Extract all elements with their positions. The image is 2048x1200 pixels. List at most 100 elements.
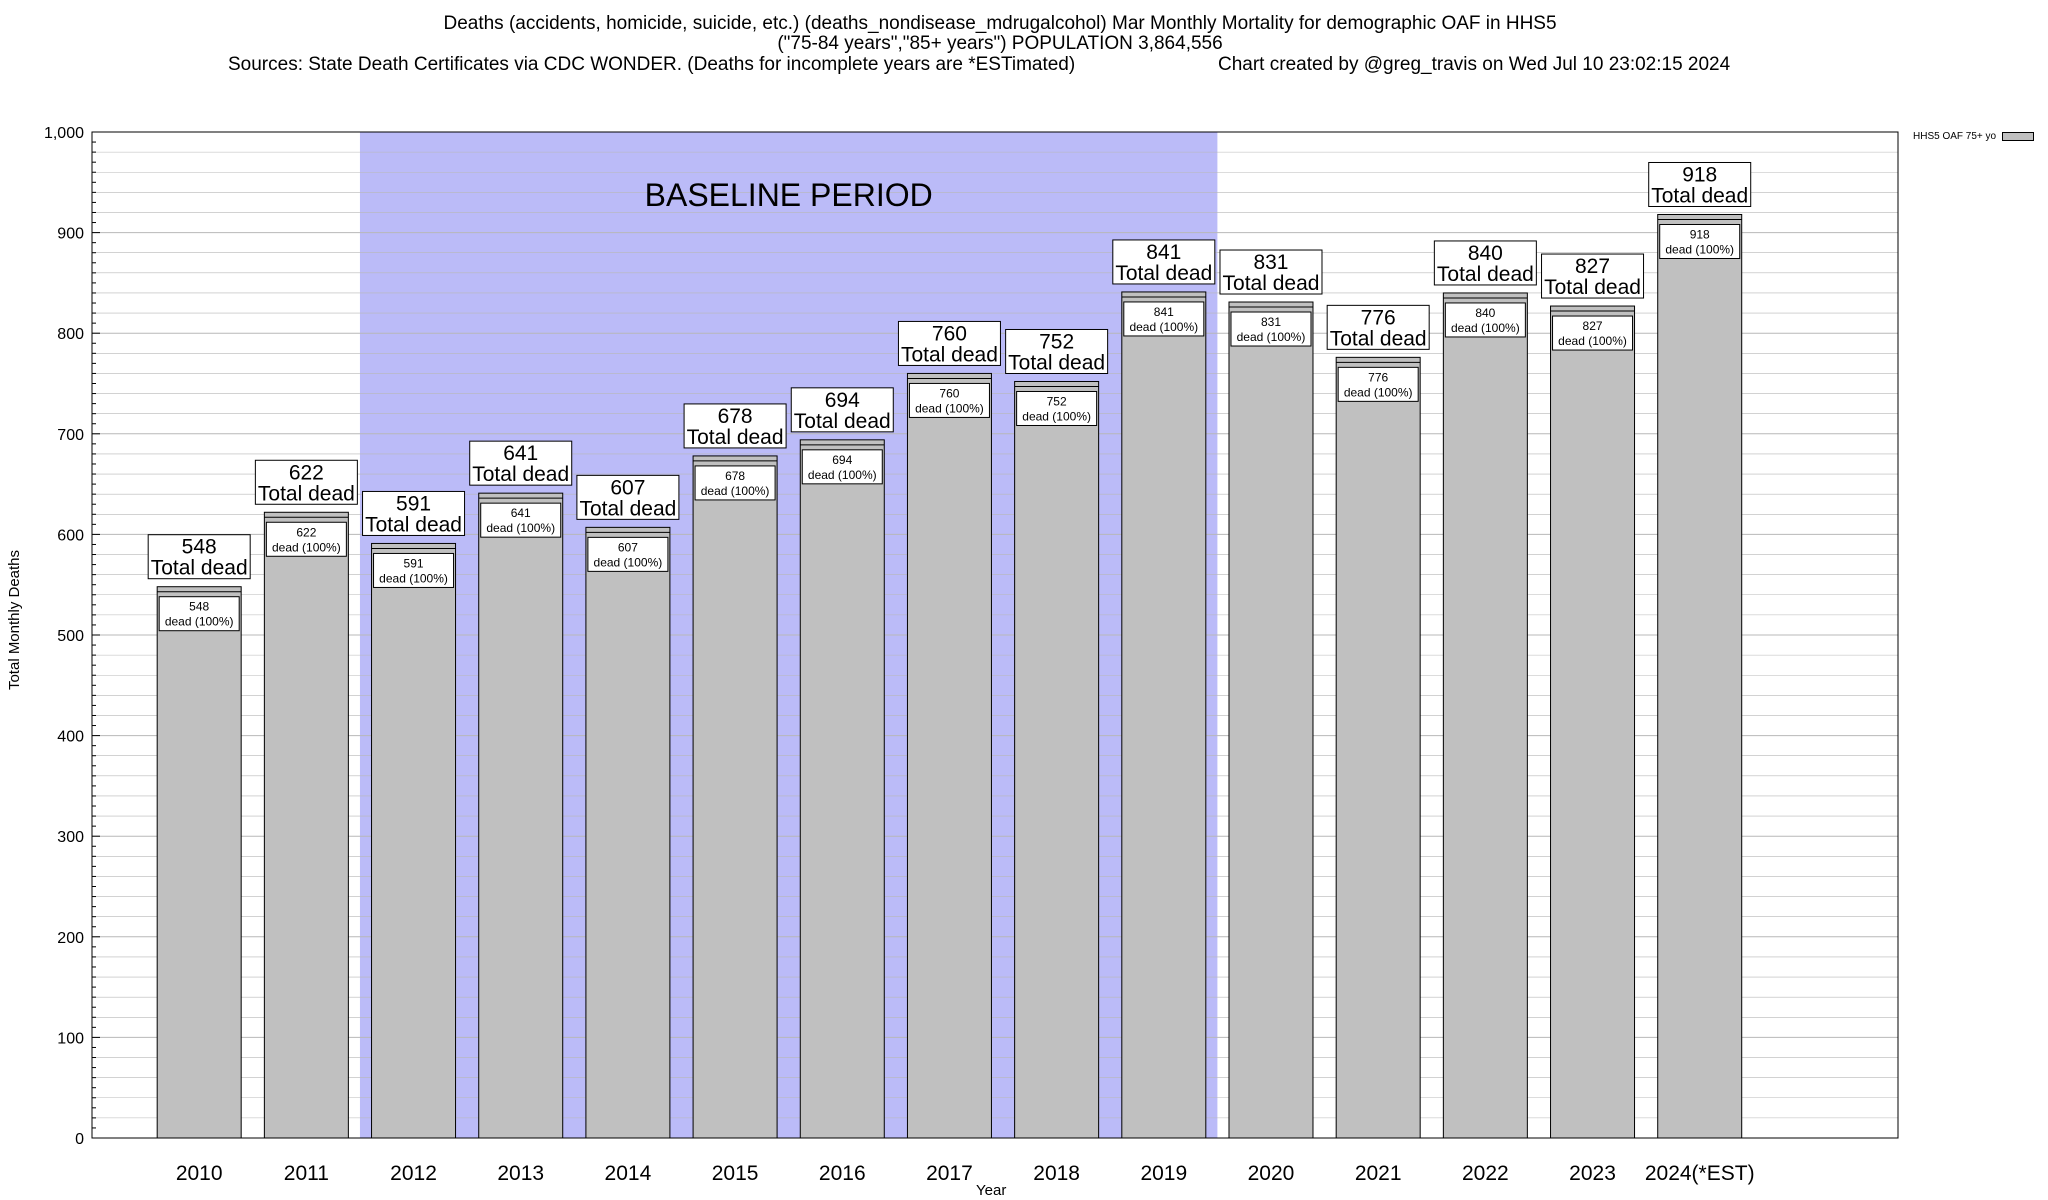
y-tick-label: 600 <box>57 527 84 544</box>
total-label-box <box>147 534 251 580</box>
x-tick-label: 2021 <box>1355 1162 1402 1185</box>
y-axis-label: Total Monthly Deaths <box>6 549 23 691</box>
total-value-label: 548 <box>182 536 217 559</box>
plot-frame <box>91 131 1899 1139</box>
inner-dead-label: dead (100%) <box>1022 409 1091 423</box>
y-tick-label: 900 <box>57 226 84 243</box>
y-tick-label: 700 <box>57 427 84 444</box>
total-value-label: 641 <box>503 442 538 465</box>
inner-label-box <box>1552 315 1634 351</box>
inner-label-box <box>373 552 455 588</box>
inner-value-label: 831 <box>1261 315 1281 329</box>
total-value-label: 622 <box>289 461 324 484</box>
inner-dead-label: dead (100%) <box>1237 330 1306 344</box>
total-value-label: 776 <box>1361 306 1396 329</box>
total-value-label: 831 <box>1253 251 1288 274</box>
inner-value-label: 840 <box>1475 306 1495 320</box>
y-tick-label: 800 <box>57 326 84 343</box>
inner-value-label: 678 <box>725 469 745 483</box>
inner-value-label: 760 <box>939 386 959 400</box>
total-label-box <box>362 490 466 536</box>
total-value-label: 694 <box>825 389 860 412</box>
total-value-label: 827 <box>1575 255 1610 278</box>
inner-label-box <box>1123 301 1205 337</box>
inner-value-label: 776 <box>1368 370 1388 384</box>
total-label-box <box>254 459 358 505</box>
bar <box>906 372 992 1139</box>
inner-value-label: 548 <box>189 600 209 614</box>
x-tick-label: 2011 <box>284 1162 329 1185</box>
inner-value-label: 752 <box>1047 394 1067 408</box>
total-value-label: 918 <box>1682 163 1717 186</box>
bar <box>799 439 885 1139</box>
total-value-label: 760 <box>932 322 967 345</box>
y-tick-label: 500 <box>57 628 84 645</box>
inner-label-box <box>1659 223 1741 259</box>
total-label-box <box>897 320 1001 366</box>
total-value-label: 752 <box>1039 330 1074 353</box>
x-tick-label: 2022 <box>1462 1162 1509 1185</box>
total-dead-label: Total dead <box>1008 351 1105 374</box>
inner-label-box <box>1337 366 1419 402</box>
inner-value-label: 827 <box>1583 319 1603 333</box>
total-dead-label: Total dead <box>794 410 891 433</box>
legend-swatch <box>2002 132 2035 141</box>
total-label-box <box>1005 328 1109 374</box>
total-dead-label: Total dead <box>901 343 998 366</box>
created-note: Chart created by @greg_travis on Wed Jul… <box>1218 54 1731 75</box>
inner-label-box <box>480 502 562 538</box>
inner-dead-label: dead (100%) <box>808 468 877 482</box>
total-dead-label: Total dead <box>1544 276 1641 299</box>
inner-dead-label: dead (100%) <box>486 521 555 535</box>
inner-dead-label: dead (100%) <box>1129 320 1198 334</box>
total-dead-label: Total dead <box>365 513 462 536</box>
total-dead-label: Total dead <box>1330 327 1427 350</box>
total-dead-label: Total dead <box>1223 272 1320 295</box>
x-tick-label: 2010 <box>176 1162 223 1185</box>
inner-label-box <box>801 449 883 485</box>
bar <box>1335 356 1421 1139</box>
y-tick-label: 300 <box>57 829 84 846</box>
inner-label-box <box>1016 390 1098 426</box>
total-label-box <box>790 387 894 433</box>
bar <box>1121 291 1207 1139</box>
bar <box>1442 292 1528 1139</box>
bar <box>263 511 349 1139</box>
inner-value-label: 918 <box>1690 227 1710 241</box>
inner-label-box <box>1444 302 1526 338</box>
x-tick-label: 2015 <box>712 1162 759 1185</box>
total-label-box <box>469 440 573 486</box>
x-axis-label: Year <box>976 1182 1007 1199</box>
total-label-box <box>1433 240 1537 286</box>
total-value-label: 678 <box>718 405 753 428</box>
total-value-label: 840 <box>1468 242 1503 265</box>
x-tick-label: 2024(*EST) <box>1645 1162 1755 1185</box>
inner-value-label: 622 <box>296 525 316 539</box>
bar <box>1550 305 1636 1139</box>
inner-label-box <box>587 536 669 572</box>
total-label-box <box>1326 304 1430 350</box>
bar <box>1228 301 1314 1139</box>
sources-note: Sources: State Death Certificates via CD… <box>228 54 1076 75</box>
legend-label: HHS5 OAF 75+ yo <box>1913 131 1997 142</box>
total-label-box <box>1112 239 1216 285</box>
x-tick-label: 2019 <box>1140 1162 1187 1185</box>
total-dead-label: Total dead <box>579 497 676 520</box>
inner-value-label: 607 <box>618 540 638 554</box>
x-tick-label: 2023 <box>1569 1162 1616 1185</box>
y-tick-label: 400 <box>57 729 84 746</box>
x-tick-label: 2016 <box>819 1162 866 1185</box>
y-tick-label: 200 <box>57 930 84 947</box>
total-label-box <box>1648 161 1752 207</box>
bar <box>692 455 778 1139</box>
bar <box>478 492 564 1139</box>
inner-value-label: 641 <box>511 506 531 520</box>
inner-dead-label: dead (100%) <box>165 615 234 629</box>
title-line-1: Deaths (accidents, homicide, suicide, et… <box>443 13 1557 34</box>
inner-dead-label: dead (100%) <box>1665 242 1734 256</box>
y-tick-label: 100 <box>57 1030 84 1047</box>
inner-value-label: 841 <box>1154 305 1174 319</box>
bar <box>156 586 242 1139</box>
x-tick-label: 2017 <box>926 1162 973 1185</box>
x-tick-label: 2014 <box>605 1162 652 1185</box>
